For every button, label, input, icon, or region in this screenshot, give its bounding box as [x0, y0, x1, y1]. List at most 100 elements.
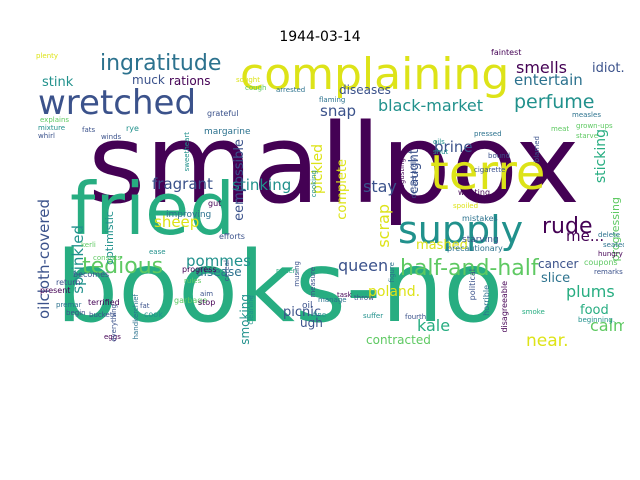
- word-ease: ease: [149, 248, 166, 256]
- word-calm: calm: [590, 316, 624, 335]
- word-remarks: remarks: [594, 268, 623, 276]
- word-progress: progress: [182, 265, 217, 274]
- word-supply: supply: [398, 208, 524, 252]
- word-starving: starving: [462, 235, 499, 245]
- word-cooking: cooking: [310, 170, 318, 198]
- word-food: food: [580, 303, 609, 318]
- chart-title: 1944-03-14: [279, 29, 361, 45]
- word-blamed: blamed: [533, 136, 541, 163]
- word-eggs: eggs: [104, 333, 121, 341]
- word-measles: measles: [572, 111, 601, 119]
- word-brine: brine: [434, 138, 473, 156]
- word-disgusting: disgusting: [398, 158, 406, 195]
- word-faintest: faintest: [491, 49, 522, 57]
- word-ugh: ugh: [300, 316, 323, 330]
- word-smallpox: smallpox: [88, 100, 580, 228]
- word-wanting: wanting: [458, 188, 491, 197]
- word-black-market: black-market: [378, 96, 484, 115]
- word-disagreeable: disagreeable: [500, 281, 509, 333]
- word-beginning: beginning.: [578, 316, 616, 324]
- word-margarine: margarine: [204, 127, 251, 137]
- word-cancer: cancer: [538, 257, 579, 271]
- word-seated: seated: [603, 241, 624, 249]
- word-precautionary: precautionary: [447, 244, 503, 253]
- word-pressed: pressed: [474, 130, 502, 138]
- word-me: me...: [566, 227, 605, 245]
- word-wretched: wretched: [38, 83, 197, 123]
- word-aim: aim: [200, 290, 214, 298]
- word-complete: complete: [335, 159, 350, 220]
- word-rye: rye: [126, 124, 139, 133]
- word-begin: begin: [66, 309, 86, 317]
- word-handkerchief: handkerchief: [132, 294, 140, 340]
- word-starve: starve: [576, 132, 599, 140]
- word-cough: cough: [245, 84, 267, 92]
- word-fine: fine: [313, 311, 327, 319]
- word-efforts: efforts: [219, 232, 245, 241]
- word-present: present: [40, 286, 71, 295]
- word-stop: stop: [198, 298, 216, 307]
- word-whirl: whirl: [38, 132, 55, 140]
- word-political: political: [468, 269, 477, 301]
- word-idiot: idiot.: [592, 61, 624, 76]
- word-eempossible: eempossible: [232, 139, 247, 221]
- word-mixture: mixture: [38, 124, 66, 132]
- word-tedious: tedious: [82, 254, 164, 279]
- word-horrible: horrible: [482, 285, 491, 316]
- word-plenty: plenty: [36, 52, 59, 60]
- word-bound: bound: [488, 152, 511, 160]
- word-books-no: books-no: [56, 231, 504, 345]
- word-task: task: [337, 291, 352, 299]
- word-rations: rations: [169, 74, 211, 88]
- word-cook: cook: [144, 310, 163, 319]
- word-throw: throw: [354, 294, 374, 302]
- word-oil: oil: [302, 301, 313, 311]
- word-terrified: terrified: [88, 298, 120, 307]
- word-picnic: picnic: [283, 305, 322, 320]
- word-mashed: mashed: [416, 238, 468, 253]
- word-half-and-half: half-and-half: [400, 256, 539, 281]
- word-rude: rude: [542, 214, 593, 239]
- word-musing: musing: [293, 261, 301, 287]
- word-flaming: flaming: [319, 96, 346, 104]
- word-cleaning: cleaning: [247, 295, 255, 325]
- word-queen: queen: [338, 256, 389, 275]
- word-improving: improving: [166, 210, 212, 220]
- word-diseases: diseases: [339, 83, 391, 97]
- word-stinking: stinking: [232, 176, 292, 194]
- word-premar: premar: [56, 301, 82, 309]
- word-smoke: smoke: [522, 308, 545, 316]
- word-grateful: grateful: [207, 109, 239, 118]
- word-manage: manage: [318, 296, 347, 304]
- word-garbage: garbage: [174, 296, 208, 305]
- word-cigarette: cigarette: [474, 166, 506, 174]
- word-ingratitude: ingratitude: [100, 51, 222, 76]
- word-complaining: complaining: [240, 49, 510, 100]
- word-delete: delete: [598, 231, 621, 239]
- word-poland: poland.: [368, 284, 421, 300]
- word-explains: explains: [40, 116, 70, 124]
- word-scrap: scrap: [374, 204, 393, 248]
- word-sheep: sheep: [154, 213, 200, 231]
- word-plums: plums: [566, 282, 615, 301]
- word-entertain: entertain: [514, 71, 583, 89]
- word-grown-ups: grown-ups: [576, 122, 613, 130]
- word-shut: shut: [433, 148, 449, 156]
- word-figure: figure: [388, 262, 396, 283]
- word-muck: muck: [132, 73, 165, 87]
- word-snap: snap: [320, 102, 357, 120]
- word-fats: fats: [82, 126, 96, 134]
- word-sought: sought: [236, 76, 260, 84]
- word-consists: consists: [93, 254, 122, 262]
- word-spoiled: spoiled: [453, 202, 479, 210]
- word-coupons: coupons: [584, 258, 618, 267]
- word-winds: winds: [101, 133, 122, 141]
- word-kerli: kerli: [81, 241, 96, 249]
- word-arrested: arrested: [276, 86, 306, 94]
- word-hungry: hungry: [598, 250, 623, 258]
- word-fragrant: fragrant: [152, 175, 213, 193]
- word-mistakes: mistakes: [462, 214, 498, 223]
- word-terre: terre: [430, 145, 546, 201]
- word-return: return: [56, 278, 81, 287]
- word-fried: fried: [70, 167, 235, 251]
